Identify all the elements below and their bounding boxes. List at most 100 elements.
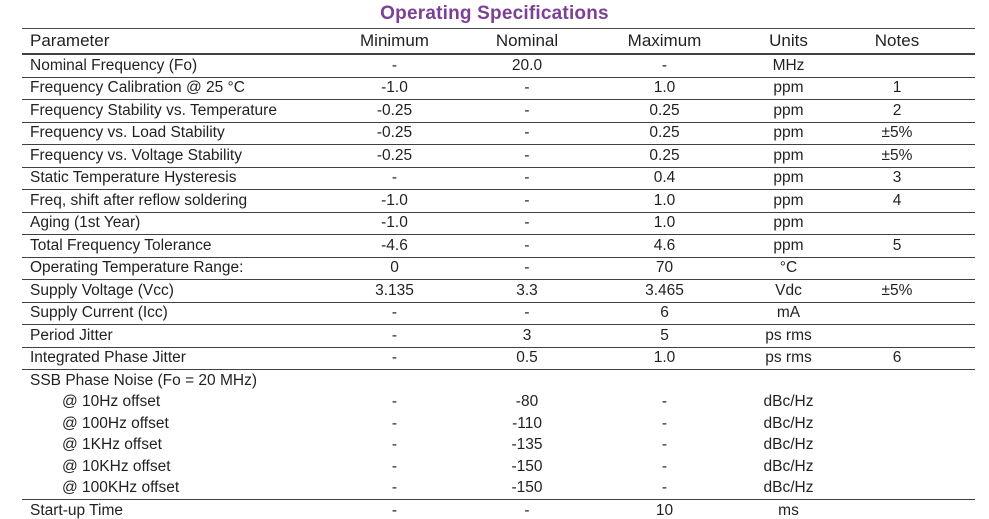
cell-notes xyxy=(845,324,975,348)
cell-max: - xyxy=(597,477,732,500)
cell-max: - xyxy=(661,393,668,411)
cell-max: 1.0 xyxy=(597,212,732,235)
cell-nom: - xyxy=(457,99,597,123)
cell-param: Start-up Time xyxy=(22,499,332,519)
cell-param: Frequency Stability vs. Temperature xyxy=(22,99,332,123)
cell-units: dBc/Hz xyxy=(763,436,814,454)
cell-notes xyxy=(845,499,975,519)
cell-notes: 4 xyxy=(845,189,975,213)
cell-units: MHz xyxy=(732,54,845,78)
cell-param: @ 1KHz offset xyxy=(62,436,162,454)
cell-min: -4.6 xyxy=(332,234,457,258)
cell-units: ppm xyxy=(732,99,845,123)
table-row: Supply Voltage (Vcc) 3.135 3.3 3.465 Vdc ±5% xyxy=(22,279,975,303)
cell-units: dBc/Hz xyxy=(763,457,814,475)
cell-units: ps rms xyxy=(732,324,845,348)
cell-notes: ±5% xyxy=(845,144,975,168)
cell-nom: 3.3 xyxy=(457,279,597,303)
cell-units: Vdc xyxy=(732,279,845,303)
cell-units: dBc/Hz xyxy=(732,477,845,500)
cell-units: °C xyxy=(732,257,845,280)
column-header-parameter: Parameter xyxy=(22,28,332,55)
cell-param: @ 100KHz offset xyxy=(22,477,332,500)
cell-param: @ 100Hz offset xyxy=(62,414,169,432)
cell-nom xyxy=(457,370,597,392)
cell-nom: -80 xyxy=(515,393,539,411)
cell-notes xyxy=(845,413,975,435)
cell-param: Static Temperature Hysteresis xyxy=(22,167,332,190)
table-row: Start-up Time - -10 ms xyxy=(22,499,975,519)
cell-max: 4.6 xyxy=(597,234,732,258)
cell-notes: 5 xyxy=(845,234,975,258)
cell-notes xyxy=(845,257,975,280)
cell-nom: - xyxy=(457,234,597,258)
cell-notes xyxy=(845,54,975,78)
cell-units: dBc/Hz xyxy=(763,414,814,432)
cell-param: Total Frequency Tolerance xyxy=(22,234,332,258)
cell-notes xyxy=(845,456,975,478)
cell-nom: -150 xyxy=(511,457,543,475)
table-row: Operating Temperature Range: 0-70 °C xyxy=(22,257,975,280)
cell-max: 1.0 xyxy=(597,189,732,213)
cell-max xyxy=(597,370,732,392)
cell-notes: 2 xyxy=(845,99,975,123)
table-row: Aging (1st Year) -1.0-1.0 ppm xyxy=(22,212,975,235)
cell-min: -1.0 xyxy=(332,189,457,213)
cell-units: dBc/Hz xyxy=(763,393,814,411)
cell-min: -0.25 xyxy=(332,144,457,168)
table-row: @ 100Hz offset - -110 - dBc/Hz xyxy=(22,413,975,435)
cell-param: @ 10Hz offset xyxy=(62,393,161,411)
cell-notes: 1 xyxy=(845,77,975,100)
cell-units xyxy=(732,370,845,392)
cell-param: Period Jitter xyxy=(22,324,332,348)
cell-param: Nominal Frequency (Fo) xyxy=(22,54,332,78)
cell-nom: -110 xyxy=(512,414,542,432)
cell-max: 70 xyxy=(597,257,732,280)
cell-notes xyxy=(845,212,975,235)
cell-units: ppm xyxy=(732,189,845,213)
table-row: Period Jitter -3 5 ps rms xyxy=(22,324,975,348)
cell-param: Operating Temperature Range: xyxy=(22,257,332,280)
table-row: @ 1KHz offset - -135 - dBc/Hz xyxy=(22,435,975,457)
cell-min: - xyxy=(391,414,398,432)
cell-max: 0.25 xyxy=(597,99,732,123)
cell-notes xyxy=(845,302,975,325)
cell-param: Freq, shift after reflow soldering xyxy=(22,189,332,213)
cell-units: ms xyxy=(732,499,845,519)
cell-nom: - xyxy=(457,144,597,168)
cell-nom: 20.0 xyxy=(457,54,597,78)
cell-notes: ±5% xyxy=(845,122,975,145)
cell-nom: - xyxy=(457,167,597,190)
table-row: Frequency Calibration @ 25 °C -1.0-1.0 ppm… xyxy=(22,77,975,100)
column-header-nominal: Nominal xyxy=(457,28,597,55)
column-header-maximum: Maximum xyxy=(597,28,732,55)
cell-nom: - xyxy=(457,499,597,519)
cell-units: mA xyxy=(732,302,845,325)
cell-min: - xyxy=(391,436,398,454)
cell-notes: 3 xyxy=(845,167,975,190)
cell-min: -1.0 xyxy=(332,212,457,235)
cell-max: 0.25 xyxy=(597,144,732,168)
column-header-minimum: Minimum xyxy=(332,28,457,55)
table-row: Nominal Frequency (Fo) -20.0- MHz xyxy=(22,54,975,78)
table-row: Freq, shift after reflow soldering -1.0-1… xyxy=(22,189,975,213)
cell-min: - xyxy=(391,393,398,411)
table-row: Static Temperature Hysteresis - -0.4 ppm 3 xyxy=(22,167,975,190)
cell-units: ppm xyxy=(732,234,845,258)
cell-param: Frequency vs. Load Stability xyxy=(22,122,332,145)
cell-units: ppm xyxy=(732,212,845,235)
cell-units: ppm xyxy=(732,122,845,145)
cell-min: - xyxy=(332,167,457,190)
cell-nom: - xyxy=(457,122,597,145)
cell-units: ppm xyxy=(732,144,845,168)
operating-specifications-table: Parameter Minimum Nominal Maximum Units … xyxy=(22,28,975,519)
cell-nom: 3 xyxy=(457,324,597,348)
cell-nom: -150 xyxy=(457,477,597,500)
cell-nom: - xyxy=(457,302,597,325)
table-row: @ 10KHz offset - -150 - dBc/Hz xyxy=(22,456,975,478)
cell-min: - xyxy=(332,302,457,325)
cell-max: 5 xyxy=(597,324,732,348)
cell-units: ps rms xyxy=(732,347,845,370)
cell-min: - xyxy=(332,54,457,78)
